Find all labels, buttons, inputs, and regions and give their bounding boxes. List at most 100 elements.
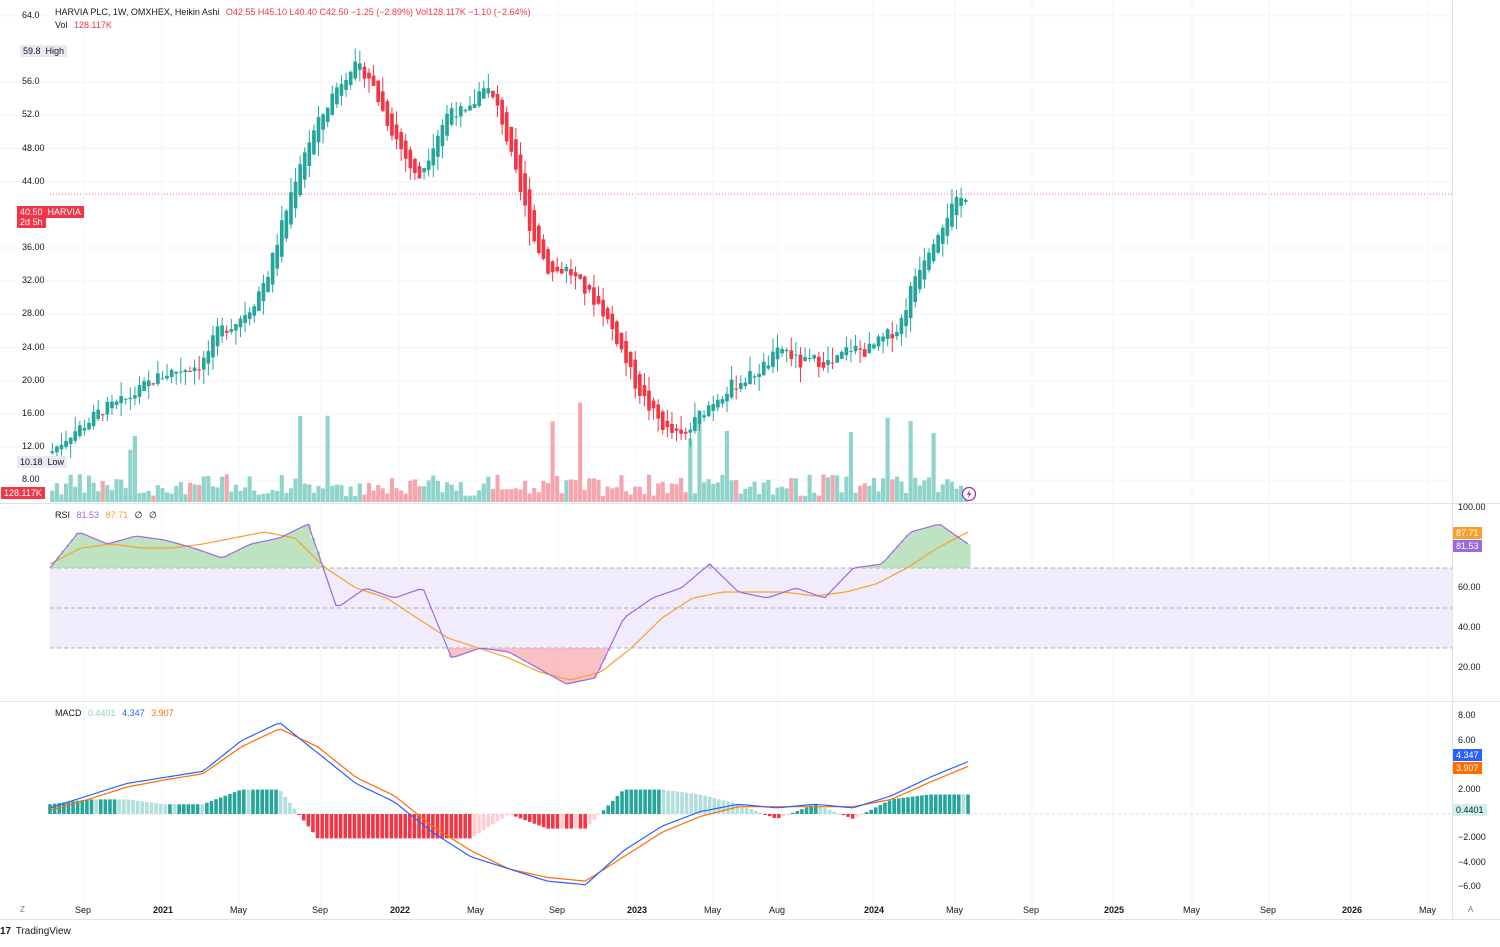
macd-histogram-bar bbox=[444, 814, 449, 839]
macd-tick-label: −2.000 bbox=[1458, 832, 1486, 843]
macd-histogram-bar bbox=[324, 814, 329, 839]
volume-bar bbox=[357, 483, 362, 502]
volume-bar bbox=[444, 482, 450, 502]
candle-body bbox=[771, 351, 775, 367]
candle-body bbox=[302, 152, 307, 180]
volume-bar bbox=[325, 415, 330, 502]
signal-tag: 3.907 bbox=[1453, 762, 1482, 774]
candle-body bbox=[651, 400, 656, 409]
volume-bar bbox=[688, 438, 693, 502]
volume-bar bbox=[408, 480, 413, 502]
pane-divider[interactable] bbox=[0, 701, 1500, 702]
macd-histogram-bar bbox=[832, 811, 837, 814]
macd-histogram-bar bbox=[80, 800, 85, 814]
volume-bar bbox=[481, 483, 486, 502]
rsi-legend[interactable]: RSI 81.53 87.71 ∅ ∅ bbox=[55, 510, 161, 521]
candle-body bbox=[693, 417, 697, 432]
volume-bar bbox=[926, 477, 932, 502]
macd-histogram-bar bbox=[158, 803, 163, 814]
candle-body bbox=[862, 349, 867, 357]
zoom-reset-icon[interactable]: Z bbox=[20, 905, 25, 914]
price-candles bbox=[50, 48, 968, 466]
candle-body bbox=[812, 355, 817, 359]
volume-bar bbox=[766, 479, 771, 502]
candle-body bbox=[307, 142, 312, 167]
candle-body bbox=[642, 385, 647, 397]
rsi-tick-label: 40.00 bbox=[1458, 622, 1481, 632]
macd-histogram-bar bbox=[966, 794, 970, 814]
candle-body bbox=[261, 282, 266, 302]
candle-body bbox=[279, 220, 284, 257]
macd-histogram-bar bbox=[823, 808, 827, 814]
candle-body bbox=[596, 295, 601, 304]
candle-body bbox=[853, 345, 858, 352]
volume-bar bbox=[532, 488, 537, 502]
volume-legend[interactable]: Vol 128.117K bbox=[55, 20, 116, 30]
symbol-legend[interactable]: HARVIA PLC, 1W, OMXHEX, Heikin Ashi O42.… bbox=[55, 7, 534, 17]
candle-body bbox=[325, 107, 330, 123]
macd-histogram-bar bbox=[952, 794, 956, 814]
candle-body bbox=[633, 359, 638, 389]
volume-bar bbox=[275, 490, 280, 502]
volume-bar bbox=[247, 476, 252, 502]
candle-body bbox=[413, 158, 417, 174]
macd-histogram-bar bbox=[532, 814, 537, 824]
volume-bar bbox=[536, 492, 541, 502]
macd-histogram-bar bbox=[435, 814, 440, 839]
volume-bar bbox=[573, 480, 578, 502]
time-tick-label: May bbox=[946, 905, 964, 915]
volume-bar bbox=[568, 479, 574, 502]
candle-body bbox=[702, 415, 706, 418]
macd-histogram-bar bbox=[172, 804, 177, 814]
candle-body bbox=[224, 330, 229, 333]
macd-histogram-bar bbox=[887, 800, 892, 814]
macd-histogram-bar bbox=[145, 801, 149, 814]
candle-body bbox=[532, 210, 537, 242]
macd-histogram-bar bbox=[200, 804, 205, 814]
candle-body bbox=[844, 347, 849, 356]
time-tick-label: Sep bbox=[312, 905, 329, 915]
volume-bar bbox=[793, 478, 798, 502]
macd-histogram-bar bbox=[71, 801, 75, 814]
candle-body bbox=[238, 318, 243, 328]
candle-body bbox=[803, 357, 807, 362]
candle-body bbox=[601, 299, 605, 317]
macd-histogram-bar bbox=[57, 803, 62, 814]
lightning-icon[interactable] bbox=[961, 486, 977, 502]
pane-divider[interactable] bbox=[0, 503, 1500, 504]
volume-bar bbox=[936, 491, 941, 502]
volume-bar bbox=[288, 488, 294, 502]
volume-bar bbox=[169, 493, 174, 502]
macd-legend[interactable]: MACD 0.4401 4.347 3.907 bbox=[55, 708, 178, 718]
volume-bar bbox=[711, 484, 716, 502]
candle-body bbox=[688, 429, 693, 433]
macd-histogram-bar bbox=[620, 791, 624, 814]
candle-body bbox=[637, 374, 642, 397]
rsi-oversold-fill bbox=[448, 648, 611, 684]
candle-body bbox=[160, 378, 165, 380]
candle-body bbox=[114, 401, 119, 405]
price-tick-label: 16.00 bbox=[22, 407, 45, 418]
auto-scale-icon[interactable]: A bbox=[1468, 905, 1474, 914]
volume-bar bbox=[945, 479, 950, 502]
macd-histogram-bar bbox=[873, 807, 878, 814]
rsi-tick-label: 100.00 bbox=[1458, 502, 1486, 512]
last-price-badge[interactable]: 40.50 HARVIA bbox=[17, 206, 84, 218]
macd-histogram-bar bbox=[657, 789, 661, 814]
candle-body bbox=[706, 405, 711, 417]
volume-bar bbox=[848, 432, 854, 502]
signal-value: 3.907 bbox=[151, 708, 174, 718]
macd-histogram-bar bbox=[961, 794, 966, 814]
macd-histogram-bar bbox=[117, 799, 121, 814]
macd-histogram-bar bbox=[777, 814, 781, 819]
macd-histogram-bar bbox=[241, 789, 246, 814]
volume-bar bbox=[463, 495, 468, 502]
volume-bar bbox=[798, 495, 803, 502]
candle-body bbox=[394, 124, 399, 140]
candle-body bbox=[945, 217, 950, 236]
tradingview-logo[interactable]: 17 TradingView bbox=[0, 926, 71, 937]
candle-body bbox=[573, 272, 578, 277]
rsi-tick-label: 20.00 bbox=[1458, 662, 1481, 672]
candle-body bbox=[390, 113, 394, 136]
